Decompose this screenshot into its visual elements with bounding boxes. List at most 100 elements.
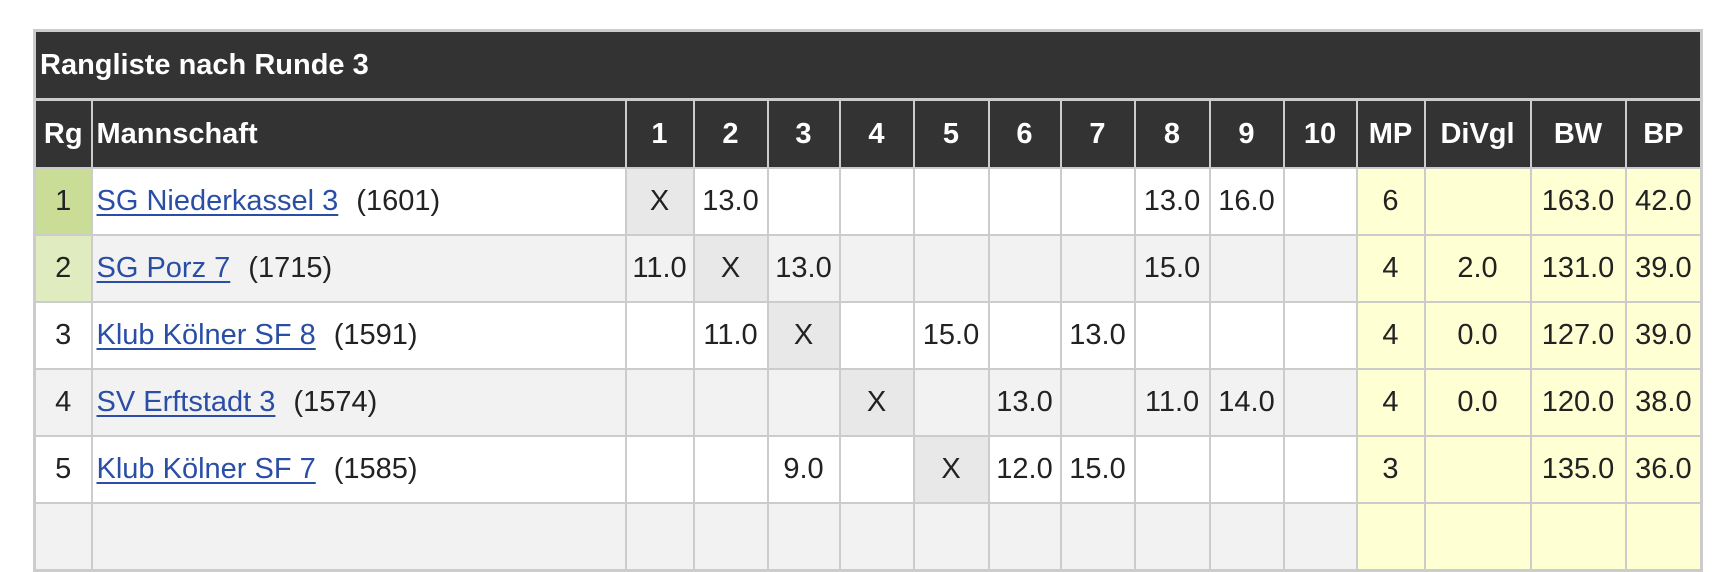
column-header-mp: MP <box>1355 98 1426 169</box>
column-header-3: 3 <box>766 98 841 169</box>
round-result-cell: 9.0 <box>766 435 841 504</box>
table-row: 5 Klub Kölner SF 7 (1585) 9.0 X 12.0 15.0 3 135.… <box>33 435 1703 504</box>
team-cell: SV Erftstadt 3 (1574) <box>90 368 627 437</box>
team-link[interactable]: SG Porz 7 <box>96 252 231 284</box>
divgl-cell: 2.0 <box>1423 234 1532 303</box>
empty-cell <box>1529 502 1627 571</box>
empty-cell <box>766 502 841 571</box>
table-row <box>33 502 1703 571</box>
round-result-cell <box>624 301 695 370</box>
divgl-cell: 0.0 <box>1423 368 1532 437</box>
round-result-cell: X <box>692 234 769 303</box>
bw-cell: 120.0 <box>1529 368 1627 437</box>
rank-cell: 3 <box>33 301 93 370</box>
round-result-cell <box>1282 167 1358 236</box>
bp-cell: 38.0 <box>1624 368 1703 437</box>
round-result-cell <box>1282 234 1358 303</box>
round-result-cell <box>1208 234 1285 303</box>
round-result-cell <box>838 435 915 504</box>
round-result-cell <box>912 167 990 236</box>
round-result-cell <box>692 435 769 504</box>
team-cell: SG Porz 7 (1715) <box>90 234 627 303</box>
team-rating: (1574) <box>293 386 378 418</box>
empty-cell <box>987 502 1062 571</box>
round-result-cell: 15.0 <box>1133 234 1211 303</box>
column-header-mannschaft: Mannschaft <box>90 98 627 169</box>
round-result-cell <box>987 167 1062 236</box>
team-cell: Klub Kölner SF 7 (1585) <box>90 435 627 504</box>
bp-cell: 39.0 <box>1624 234 1703 303</box>
team-rating: (1591) <box>333 319 418 351</box>
empty-cell <box>1423 502 1532 571</box>
divgl-cell: 0.0 <box>1423 301 1532 370</box>
empty-cell <box>838 502 915 571</box>
round-result-cell <box>838 301 915 370</box>
empty-cell <box>1059 502 1136 571</box>
bw-cell: 135.0 <box>1529 435 1627 504</box>
table-row: 4 SV Erftstadt 3 (1574) X 13.0 11.0 14.0 4 0.0 12… <box>33 368 1703 437</box>
team-link[interactable]: SG Niederkassel 3 <box>96 185 339 217</box>
column-header-10: 10 <box>1282 98 1358 169</box>
team-link[interactable]: SV Erftstadt 3 <box>96 386 276 418</box>
empty-cell <box>1208 502 1285 571</box>
column-header-2: 2 <box>692 98 769 169</box>
column-header-5: 5 <box>912 98 990 169</box>
round-result-cell: 13.0 <box>766 234 841 303</box>
standings-table: Rangliste nach Runde 3 Rg Mannschaft 1 2 3 4 5… <box>33 29 1704 572</box>
round-result-cell <box>624 368 695 437</box>
round-result-cell <box>624 435 695 504</box>
rank-cell: 5 <box>33 435 93 504</box>
round-result-cell <box>912 234 990 303</box>
round-result-cell <box>766 167 841 236</box>
round-result-cell <box>1208 301 1285 370</box>
round-result-cell <box>987 234 1062 303</box>
round-result-cell: 13.0 <box>692 167 769 236</box>
empty-cell <box>90 502 627 571</box>
team-link[interactable]: Klub Kölner SF 7 <box>96 453 316 485</box>
mp-cell: 4 <box>1355 234 1426 303</box>
round-result-cell <box>1059 234 1136 303</box>
mp-cell: 6 <box>1355 167 1426 236</box>
empty-cell <box>1282 502 1358 571</box>
empty-cell <box>1355 502 1426 571</box>
round-result-cell: X <box>624 167 695 236</box>
round-result-cell: 15.0 <box>1059 435 1136 504</box>
round-result-cell: 12.0 <box>987 435 1062 504</box>
rank-cell: 4 <box>33 368 93 437</box>
round-result-cell <box>1282 301 1358 370</box>
team-link[interactable]: Klub Kölner SF 8 <box>96 319 316 351</box>
mp-cell: 3 <box>1355 435 1426 504</box>
column-header-6: 6 <box>987 98 1062 169</box>
empty-cell <box>624 502 695 571</box>
round-result-cell <box>1133 435 1211 504</box>
round-result-cell <box>1059 368 1136 437</box>
table-row: 1 SG Niederkassel 3 (1601) X 13.0 13.0 16.0 6 16… <box>33 167 1703 236</box>
round-result-cell: X <box>912 435 990 504</box>
round-result-cell: 13.0 <box>1133 167 1211 236</box>
header-row: Rg Mannschaft 1 2 3 4 5 6 7 8 9 10 MP DiVgl BW BP <box>33 98 1703 169</box>
round-result-cell: X <box>766 301 841 370</box>
team-cell: Klub Kölner SF 8 (1591) <box>90 301 627 370</box>
round-result-cell <box>1059 167 1136 236</box>
column-header-bp: BP <box>1624 98 1703 169</box>
round-result-cell <box>692 368 769 437</box>
round-result-cell: 13.0 <box>987 368 1062 437</box>
table-title: Rangliste nach Runde 3 <box>33 29 1703 101</box>
rank-cell: 1 <box>33 167 93 236</box>
column-header-rg: Rg <box>33 98 93 169</box>
empty-cell <box>33 502 93 571</box>
bp-cell: 39.0 <box>1624 301 1703 370</box>
round-result-cell <box>912 368 990 437</box>
round-result-cell <box>1282 368 1358 437</box>
bp-cell: 42.0 <box>1624 167 1703 236</box>
team-rating: (1601) <box>356 185 441 217</box>
bp-cell: 36.0 <box>1624 435 1703 504</box>
column-header-1: 1 <box>624 98 695 169</box>
mp-cell: 4 <box>1355 301 1426 370</box>
mp-cell: 4 <box>1355 368 1426 437</box>
round-result-cell <box>1133 301 1211 370</box>
round-result-cell: 13.0 <box>1059 301 1136 370</box>
table-row: 2 SG Porz 7 (1715) 11.0 X 13.0 15.0 4 2.0 131.0 39… <box>33 234 1703 303</box>
bw-cell: 131.0 <box>1529 234 1627 303</box>
round-result-cell: 16.0 <box>1208 167 1285 236</box>
